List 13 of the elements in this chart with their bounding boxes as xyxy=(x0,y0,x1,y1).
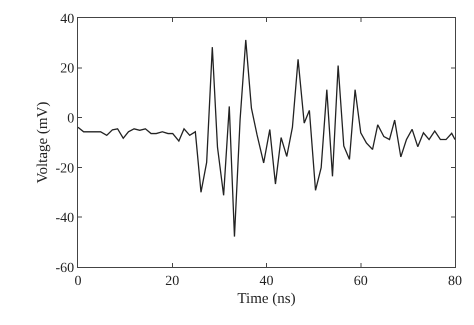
y-tick-label: 0 xyxy=(67,112,74,126)
y-tick-label: 40 xyxy=(60,12,74,27)
y-tick-label: -40 xyxy=(56,211,74,226)
x-tick-label: 40 xyxy=(260,274,274,289)
y-axis-title: Voltage (mV) xyxy=(34,102,51,184)
y-tick-label: 20 xyxy=(60,62,74,77)
x-axis-title: Time (ns) xyxy=(237,290,296,307)
x-tick-label: 20 xyxy=(165,274,180,289)
x-tick-label: 60 xyxy=(354,274,368,289)
x-tick-label: 80 xyxy=(448,274,462,289)
y-tick-label: -60 xyxy=(56,260,74,276)
y-tick-label: -20 xyxy=(56,161,74,176)
line-series xyxy=(78,39,455,238)
